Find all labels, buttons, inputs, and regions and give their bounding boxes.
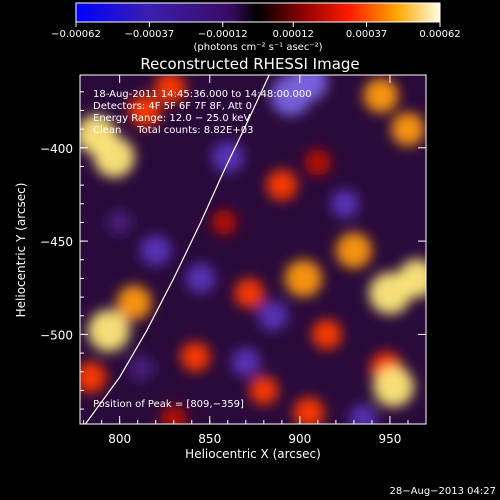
colorbar-unit-label: (photons cm⁻² s⁻¹ asec⁻²) [193,42,322,53]
intensity-blob [304,149,332,176]
intensity-blob [293,397,325,424]
intensity-blob [107,209,133,236]
colorbar-tick-label: −0.00012 [198,29,248,40]
annotation-detectors: Detectors: 4F 5F 6F 7F 8F, Att 0 [93,101,252,112]
x-axis-label: Heliocentric X (arcsec) [185,447,321,461]
intensity-blob [128,94,162,127]
intensity-blob [234,278,265,309]
intensity-blob [87,309,130,352]
intensity-blob [257,300,288,331]
x-tick-label: 900 [288,432,311,446]
intensity-blob [284,259,323,298]
intensity-blob [93,136,135,178]
colorbar-tick-label: 0.00012 [273,29,314,40]
solar-limb-curve [84,75,270,424]
footer-timestamp: 28−Aug−2013 04:27 [390,486,496,497]
intensity-blob [330,189,360,219]
intensity-blob [211,209,237,236]
intensity-blob [249,376,279,405]
chart-title: Reconstructed RHESSI Image [140,55,359,73]
annotation-time-range: 18-Aug-2011 14:45:36.000 to 14:48:00.000 [93,89,312,100]
intensity-map [80,75,426,424]
intensity-blob [180,341,211,372]
y-tick-label: −500 [40,328,73,342]
annotation-energy-range: Energy Range: 12.0 − 25.0 keV [93,113,250,124]
intensity-blob [185,263,216,294]
colorbar [75,2,441,23]
annotation-clean-counts: Clean Total counts: 8.82E+03 [93,125,253,136]
y-axis-label: Heliocentric Y (arcsec) [14,183,28,318]
plot-frame [79,74,427,425]
intensity-blob [335,232,372,269]
intensity-blob [391,112,425,146]
intensity-blob [154,75,186,104]
intensity-blob [128,354,155,382]
colorbar-tick-label: −0.00062 [51,29,101,40]
x-tick-label: 950 [379,432,402,446]
colorbar-tick-label: 0.00062 [419,29,460,40]
y-tick-label: −400 [40,142,73,156]
intensity-blob [211,140,244,174]
intensity-blob [266,169,298,201]
x-tick-label: 850 [198,432,221,446]
intensity-blob [116,285,152,321]
intensity-blob [349,404,377,424]
intensity-blob [311,319,342,350]
intensity-blob [363,78,399,113]
x-tick-label: 800 [108,432,131,446]
intensity-blob [373,366,414,408]
intensity-blob [140,234,172,267]
intensity-blob [80,361,107,393]
y-tick-label: −450 [40,235,73,249]
y-axis-ticks: −400 −450 −500 [40,91,426,410]
colorbar-ticks: −0.00062 −0.00037 −0.00012 0.00012 0.00037 0.… [51,22,461,40]
colorbar-tick-label: 0.00037 [346,29,387,40]
intensity-blob [397,259,426,298]
intensity-blob [160,405,187,424]
peak-position-label: Position of Peak = [809,−359] [93,399,244,410]
x-axis-ticks: 800 850 900 950 [83,75,427,446]
intensity-blob [231,348,261,377]
colorbar-tick-label: −0.00037 [125,29,175,40]
